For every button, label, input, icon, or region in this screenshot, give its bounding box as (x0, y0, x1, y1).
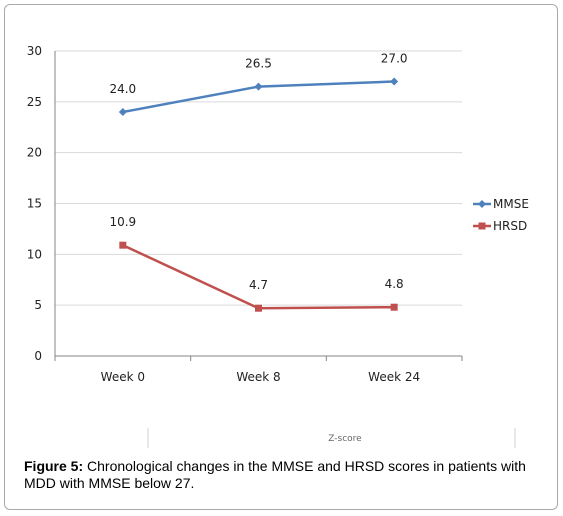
y-tick-label: 15 (27, 197, 42, 211)
data-label: 4.7 (249, 278, 268, 292)
data-point (390, 303, 398, 311)
data-point (254, 82, 263, 91)
data-label: 24.0 (109, 82, 136, 96)
data-label: 26.5 (245, 57, 272, 71)
legend-label: MMSE (493, 197, 529, 211)
caption-text: Chronological changes in the MMSE and HR… (24, 458, 526, 491)
data-point (119, 241, 127, 249)
figure-caption: Figure 5: Chronological changes in the M… (24, 458, 544, 492)
data-label: 27.0 (381, 52, 408, 66)
x-tick-label: Week 0 (101, 370, 145, 384)
y-tick-label: 5 (34, 298, 42, 312)
data-point (255, 304, 262, 312)
legend-label: HRSD (493, 219, 527, 233)
legend-marker (478, 222, 486, 230)
footer-label: Z-score (328, 434, 362, 444)
y-tick-label: 0 (34, 349, 42, 363)
y-tick-label: 20 (27, 146, 42, 160)
series-group: 24.0 26.5 27.0 10.9 4.7 4.8 (109, 52, 408, 312)
line-chart: 0 5 10 15 20 25 30 Week 0 Week 8 Week 24 24.0 26.… (27, 44, 529, 448)
caption-label: Figure 5: (24, 458, 84, 474)
y-tick-label: 30 (27, 44, 42, 58)
data-label: 4.8 (385, 277, 404, 291)
y-axis-ticks: 0 5 10 15 20 25 30 (27, 44, 56, 363)
legend: MMSE HRSD (473, 197, 529, 233)
x-axis-ticks: Week 0 Week 8 Week 24 (54, 355, 463, 384)
data-point (390, 77, 399, 86)
y-tick-label: 10 (27, 247, 42, 261)
x-tick-label: Week 8 (236, 370, 280, 384)
x-tick-label: Week 24 (368, 370, 420, 384)
figure-frame (4, 4, 558, 510)
y-tick-label: 25 (27, 95, 42, 109)
legend-marker (478, 200, 486, 208)
data-label: 10.9 (109, 215, 136, 229)
data-point (118, 108, 127, 116)
